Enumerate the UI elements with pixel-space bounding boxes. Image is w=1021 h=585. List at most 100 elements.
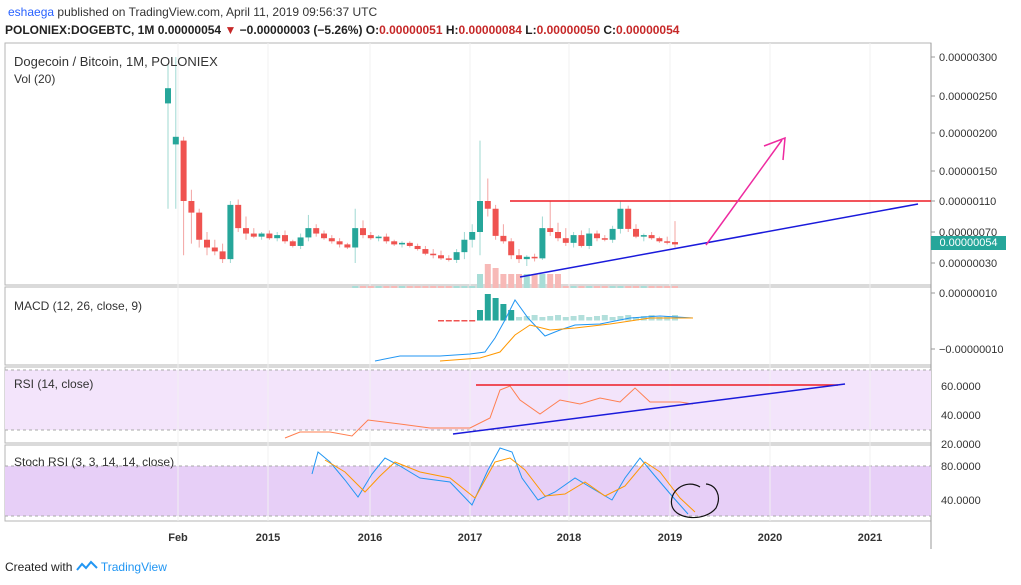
candle-body (609, 228, 616, 240)
volume-bar (617, 286, 624, 288)
candle-body (539, 228, 546, 259)
candle-body (250, 233, 257, 237)
macd-hist-bar (492, 298, 499, 321)
freehand-circle (670, 483, 719, 519)
rsi-line (284, 385, 694, 439)
volume-bar (469, 286, 476, 288)
macd-hist-bar (640, 316, 647, 321)
time-label: 2020 (758, 532, 782, 544)
volume-bar (656, 286, 663, 288)
candle-body (617, 208, 624, 229)
low-label: L: (525, 23, 537, 37)
candle-body (430, 253, 437, 256)
macd-hist-bar (523, 316, 530, 321)
candle-body (258, 233, 265, 237)
volume-bar (578, 286, 585, 288)
candle-body (555, 232, 561, 239)
candle-body (500, 235, 507, 242)
price-label: −0.00000010 (939, 344, 1004, 356)
macd-hist-bar (609, 317, 616, 321)
chart-canvas[interactable]: 0.00000300 0.00000250 0.00000200 0.00000150… (0, 40, 1021, 555)
volume-bar (547, 274, 554, 288)
author-link[interactable]: eshaega (8, 5, 55, 19)
candle-body (243, 228, 249, 234)
volume-bar (461, 286, 468, 288)
volume-bar (406, 286, 413, 288)
volume-bar (422, 286, 429, 288)
candle-body (188, 201, 195, 213)
candle-body (484, 201, 491, 209)
candle-body (336, 241, 343, 245)
candle-body (523, 256, 530, 260)
drawings[interactable] (452, 136, 931, 519)
macd-line (374, 299, 694, 362)
publish-line: eshaega published on TradingView.com, Ap… (8, 5, 377, 19)
macd-hist-bar (469, 320, 476, 322)
volume-label: Vol (20) (14, 72, 56, 86)
volume-bar (445, 286, 452, 288)
stoch-band (5, 466, 931, 516)
rsi-axis-label: 20.0000 (941, 439, 981, 451)
volume-bar (399, 286, 405, 288)
macd-hist-bar (461, 320, 468, 322)
symbol-info-line: POLONIEX:DOGEBTC, 1M 0.00000054 ▼ −0.000… (5, 23, 679, 37)
stoch-k-line (311, 447, 689, 515)
macd-hist-bar (656, 317, 663, 321)
candle-body (367, 235, 374, 239)
volume-bar (414, 286, 421, 288)
volume-bar (516, 274, 522, 288)
high-value: 0.00000084 (458, 23, 522, 37)
candle-body (204, 239, 210, 248)
volume-bar (477, 274, 483, 288)
macd-hist-bar (562, 317, 569, 321)
volume-bar (508, 274, 515, 288)
price-label: 0.00000300 (939, 52, 997, 64)
candle-body (211, 247, 218, 252)
candle-body (344, 244, 351, 248)
price-axis: 0.00000300 0.00000250 0.00000200 0.00000150… (931, 52, 1004, 507)
macd-hist-bar (633, 317, 639, 321)
macd-hist-bar (539, 317, 546, 321)
macd-hist-bar (531, 315, 538, 321)
indicator-lines (284, 294, 696, 515)
signal-line (439, 317, 693, 362)
candle-body (570, 235, 577, 243)
down-arrow-icon: ▼ (224, 23, 237, 37)
candle-body (469, 232, 476, 240)
candle-body (328, 238, 335, 242)
volume-bar (360, 286, 366, 288)
volume-bar (664, 286, 671, 288)
close-value: 0.00000054 (616, 23, 680, 37)
time-label: 2015 (256, 532, 280, 544)
last-price-badge: 0.00000054 (931, 236, 1006, 250)
volume-bar (594, 286, 600, 288)
created-with-text: Created with (5, 560, 73, 574)
tradingview-brand[interactable]: TradingView (100, 560, 167, 574)
rsi-band (5, 370, 931, 430)
candle-body (633, 228, 639, 237)
volume-bar (375, 286, 382, 288)
candle-body (313, 228, 320, 234)
projection-arrow (705, 139, 783, 246)
candle-body (274, 235, 281, 239)
volume-bar (562, 286, 569, 288)
symbol-text: POLONIEX:DOGEBTC, 1M (5, 23, 155, 37)
volume-bar (352, 286, 359, 288)
candle-body (547, 228, 554, 232)
volume-bar (648, 286, 655, 288)
tradingview-logo-icon (75, 560, 98, 571)
macd-hist-bar (570, 316, 577, 321)
candle-body (399, 242, 405, 245)
time-label: 2021 (858, 532, 882, 544)
time-label: 2019 (658, 532, 682, 544)
volume-bar (383, 286, 390, 288)
candle-body (165, 88, 171, 104)
macd-hist-bar (547, 316, 554, 321)
rsi-axis-label: 40.0000 (941, 410, 981, 422)
macd-hist-bar (594, 316, 600, 321)
time-label: 2016 (358, 532, 382, 544)
time-label: 2018 (557, 532, 581, 544)
volume-bar (531, 274, 538, 288)
candle-body (445, 258, 452, 260)
volume-bar (438, 286, 444, 288)
